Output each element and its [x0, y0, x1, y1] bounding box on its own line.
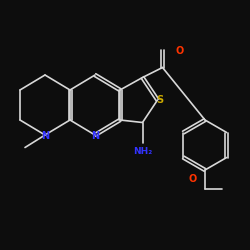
- Text: S: S: [156, 95, 163, 105]
- Text: O: O: [188, 174, 196, 184]
- Text: N: N: [91, 131, 99, 141]
- Text: O: O: [176, 46, 184, 56]
- Text: NH₂: NH₂: [133, 147, 152, 156]
- Text: N: N: [41, 131, 49, 141]
